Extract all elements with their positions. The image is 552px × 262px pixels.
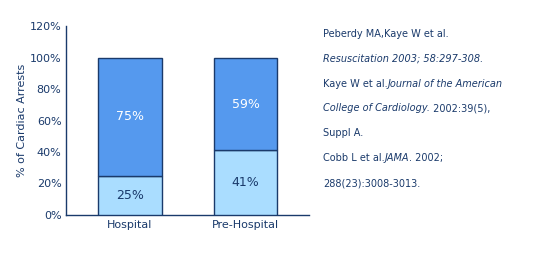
- Bar: [214, 58, 277, 150]
- Text: 25%: 25%: [116, 189, 144, 202]
- Bar: [98, 176, 162, 215]
- Text: 59%: 59%: [232, 97, 259, 111]
- Text: 2002:39(5),: 2002:39(5),: [430, 103, 490, 113]
- Text: Resuscitation 2003; 58:297-308.: Resuscitation 2003; 58:297-308.: [323, 54, 483, 64]
- Text: 288(23):3008-3013.: 288(23):3008-3013.: [323, 178, 420, 188]
- Legend: VF/VT, PEA/Asystole: VF/VT, PEA/Asystole: [112, 261, 263, 262]
- Text: Cobb L et al.: Cobb L et al.: [323, 153, 385, 163]
- Bar: [214, 150, 277, 215]
- Text: 41%: 41%: [232, 176, 259, 189]
- Text: . 2002;: . 2002;: [409, 153, 443, 163]
- Bar: [98, 58, 162, 176]
- Text: 75%: 75%: [116, 110, 144, 123]
- Text: Suppl A.: Suppl A.: [323, 128, 363, 138]
- Text: Journal of the American: Journal of the American: [388, 79, 502, 89]
- Y-axis label: % of Cardiac Arrests: % of Cardiac Arrests: [17, 64, 27, 177]
- Text: JAMA: JAMA: [385, 153, 409, 163]
- Text: Peberdy MA,Kaye W et al.: Peberdy MA,Kaye W et al.: [323, 29, 449, 39]
- Text: College of Cardiology.: College of Cardiology.: [323, 103, 430, 113]
- Text: Kaye W et al.: Kaye W et al.: [323, 79, 388, 89]
